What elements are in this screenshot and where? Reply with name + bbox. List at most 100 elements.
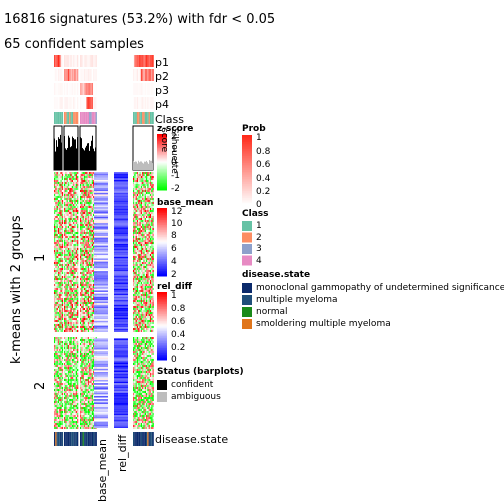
zscore-cell bbox=[66, 371, 68, 373]
zscore-cell bbox=[77, 292, 79, 294]
prob-cell bbox=[86, 69, 88, 81]
zscore-cell bbox=[143, 218, 145, 220]
zscore-cell bbox=[57, 258, 60, 260]
zscore-cell bbox=[55, 248, 57, 250]
zscore-cell bbox=[71, 415, 74, 417]
zscore-cell bbox=[61, 417, 64, 419]
zscore-cell bbox=[56, 304, 58, 306]
zscore-cell bbox=[55, 226, 57, 228]
zscore-cell bbox=[55, 188, 57, 190]
prob-cell bbox=[152, 83, 154, 95]
zscore-cell bbox=[75, 242, 77, 244]
zscore-cell bbox=[69, 266, 71, 268]
prob-cell bbox=[71, 83, 74, 95]
zscore-cell bbox=[142, 206, 144, 208]
zscore-cell bbox=[136, 210, 139, 212]
zscore-cell bbox=[75, 204, 77, 206]
zscore-cell bbox=[147, 192, 149, 194]
zscore-cell bbox=[75, 423, 77, 425]
zscore-cell bbox=[70, 178, 72, 180]
zscore-cell bbox=[64, 328, 66, 330]
zscore-cell bbox=[93, 176, 95, 178]
zscore-cell bbox=[149, 268, 152, 270]
zscore-cell bbox=[89, 294, 91, 296]
zscore-cell bbox=[71, 230, 74, 232]
zscore-cell bbox=[57, 425, 60, 427]
zscore-cell bbox=[69, 365, 71, 367]
zscore-cell bbox=[85, 393, 87, 395]
zscore-cell bbox=[133, 174, 135, 176]
zscore-cell bbox=[85, 210, 87, 212]
zscore-cell bbox=[60, 190, 62, 192]
zscore-cell bbox=[148, 228, 150, 230]
zscore-cell bbox=[90, 328, 92, 330]
zscore-cell bbox=[139, 236, 141, 238]
zscore-cell bbox=[70, 310, 72, 312]
zscore-cell bbox=[80, 349, 82, 351]
zscore-cell bbox=[55, 186, 57, 188]
zscore-cell bbox=[81, 328, 83, 330]
zscore-cell bbox=[65, 268, 67, 270]
zscore-cell bbox=[61, 230, 64, 232]
zscore-cell bbox=[90, 343, 92, 345]
zscore-cell bbox=[69, 202, 71, 204]
zscore-cell bbox=[71, 300, 74, 302]
zscore-cell bbox=[89, 272, 91, 274]
zscore-cell bbox=[89, 393, 91, 395]
zscore-cell bbox=[61, 330, 64, 332]
zscore-cell bbox=[70, 184, 72, 186]
zscore-cell bbox=[71, 322, 74, 324]
zscore-cell bbox=[80, 419, 82, 421]
zscore-cell bbox=[75, 355, 77, 357]
zscore-cell bbox=[80, 192, 82, 194]
zscore-cell bbox=[71, 288, 74, 290]
zscore-cell bbox=[138, 256, 140, 258]
zscore-cell bbox=[138, 242, 140, 244]
zscore-cell bbox=[80, 232, 82, 234]
zscore-cell bbox=[56, 359, 58, 361]
prob-cell bbox=[134, 97, 136, 109]
zscore-cell bbox=[83, 210, 86, 212]
zscore-cell bbox=[90, 292, 92, 294]
zscore-cell bbox=[149, 222, 152, 224]
zscore-cell bbox=[133, 202, 135, 204]
zscore-cell bbox=[75, 411, 77, 413]
zscore-cell bbox=[82, 300, 84, 302]
zscore-cell bbox=[149, 252, 152, 254]
zscore-cell bbox=[60, 373, 62, 375]
zscore-cell bbox=[82, 188, 84, 190]
zscore-cell bbox=[61, 359, 64, 361]
prob-cell bbox=[57, 69, 60, 81]
zscore-cell bbox=[65, 363, 67, 365]
zscore-cell bbox=[56, 383, 58, 385]
zscore-cell bbox=[146, 246, 148, 248]
zscore-cell bbox=[87, 337, 90, 339]
zscore-cell bbox=[65, 232, 67, 234]
zscore-cell bbox=[66, 369, 68, 371]
prob-cell bbox=[89, 83, 91, 95]
zscore-cell bbox=[80, 174, 82, 176]
zscore-cell bbox=[59, 200, 61, 202]
zscore-cell bbox=[60, 180, 62, 182]
zscore-cell bbox=[74, 258, 76, 260]
zscore-cell bbox=[65, 288, 67, 290]
zscore-cell bbox=[75, 218, 77, 220]
prob-cell bbox=[143, 83, 145, 95]
zscore-cell bbox=[54, 264, 56, 266]
zscore-cell bbox=[66, 389, 68, 391]
zscore-cell bbox=[136, 250, 139, 252]
zscore-cell bbox=[81, 409, 83, 411]
zscore-cell bbox=[83, 405, 86, 407]
zscore-cell bbox=[87, 409, 90, 411]
zscore-cell bbox=[67, 399, 70, 401]
zscore-cell bbox=[66, 383, 68, 385]
zscore-cell bbox=[64, 250, 66, 252]
zscore-cell bbox=[140, 178, 143, 180]
zscore-cell bbox=[77, 365, 79, 367]
zscore-cell bbox=[90, 367, 92, 369]
zscore-cell bbox=[81, 339, 83, 341]
zscore-cell bbox=[71, 306, 74, 308]
zscore-cell bbox=[57, 318, 60, 320]
zscore-cell bbox=[146, 268, 148, 270]
zscore-cell bbox=[136, 248, 139, 250]
